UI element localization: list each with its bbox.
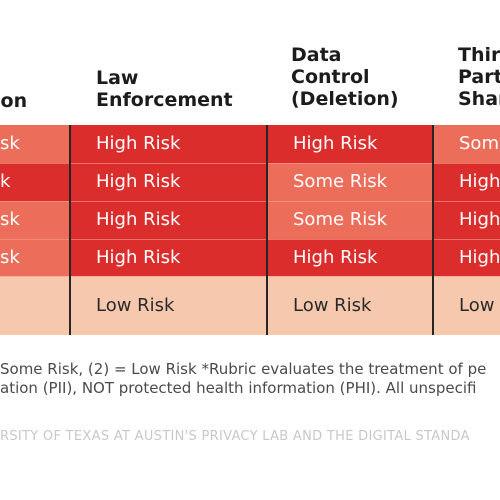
cell-text: High bbox=[459, 171, 500, 192]
table-cell: Some Risk bbox=[267, 163, 433, 201]
header-line: Part bbox=[458, 66, 500, 88]
table-cell: High Risk bbox=[70, 239, 267, 276]
table-cell: High bbox=[433, 201, 500, 239]
row-separator bbox=[0, 163, 500, 164]
header-line: Law bbox=[96, 67, 139, 89]
cell-text: High Risk bbox=[96, 209, 181, 230]
header-line: ion bbox=[0, 90, 28, 112]
cell-text: Low Risk bbox=[96, 294, 175, 316]
header-line: Shar bbox=[458, 88, 500, 110]
column-divider bbox=[69, 125, 71, 335]
cell-text: Some Risk bbox=[293, 209, 388, 230]
cell-text: Some Risk bbox=[293, 171, 388, 192]
column-header-law-enforcement: Law Enforcement bbox=[96, 67, 233, 111]
footnote-line-1: Some Risk, (2) = Low Risk *Rubric evalua… bbox=[0, 360, 487, 378]
row-separator bbox=[0, 276, 500, 277]
table-cell: Low bbox=[433, 276, 500, 335]
row-separator bbox=[0, 201, 500, 202]
cell-text: Som bbox=[459, 133, 499, 154]
table-cell: High Risk bbox=[70, 125, 267, 163]
column-header-third-party-sharing: Thir Part Shar bbox=[458, 44, 500, 110]
table-cell: High Risk bbox=[70, 201, 267, 239]
cell-text: High Risk bbox=[96, 246, 181, 268]
table-cell: Low Risk bbox=[267, 276, 433, 335]
cell-text: sk bbox=[0, 246, 20, 268]
table-cell: High Risk bbox=[70, 163, 267, 201]
header-line: Control bbox=[291, 66, 370, 88]
table-cell: Some Risk bbox=[267, 201, 433, 239]
cell-text: k bbox=[0, 171, 11, 192]
column-header-privacy: ion bbox=[0, 90, 27, 112]
table-cell: sk bbox=[0, 239, 70, 276]
table-cell: k bbox=[0, 163, 70, 201]
source-credit: RSITY OF TEXAS AT AUSTIN'S PRIVACY LAB A… bbox=[0, 429, 470, 444]
cell-text: Low Risk bbox=[293, 294, 372, 316]
table-cell bbox=[0, 276, 70, 335]
table-cell: High Risk bbox=[267, 125, 433, 163]
cell-text: Low bbox=[459, 294, 495, 316]
cell-text: sk bbox=[0, 209, 20, 230]
row-separator bbox=[0, 239, 500, 240]
column-header-data-control: Data Control (Deletion) bbox=[291, 44, 399, 110]
cell-text: High Risk bbox=[293, 133, 378, 154]
header-line: Thir bbox=[458, 44, 500, 66]
column-divider bbox=[266, 125, 268, 335]
cell-text: sk bbox=[0, 133, 20, 154]
table-cell: High bbox=[433, 239, 500, 276]
column-divider bbox=[432, 125, 434, 335]
table-cell: Low Risk bbox=[70, 276, 267, 335]
header-line: Data bbox=[291, 44, 342, 66]
cell-text: High bbox=[459, 209, 500, 230]
table-cell: Som bbox=[433, 125, 500, 163]
table-cell: High Risk bbox=[267, 239, 433, 276]
cell-text: High bbox=[459, 246, 500, 268]
cell-text: High Risk bbox=[96, 171, 181, 192]
cell-text: High Risk bbox=[293, 246, 378, 268]
table-cell: sk bbox=[0, 201, 70, 239]
cell-text: High Risk bbox=[96, 133, 181, 154]
table-cell: sk bbox=[0, 125, 70, 163]
header-line: Enforcement bbox=[96, 89, 233, 111]
table-cell: High bbox=[433, 163, 500, 201]
footnote-line-2: ation (PII), NOT protected health inform… bbox=[0, 379, 477, 397]
header-line: (Deletion) bbox=[291, 88, 399, 110]
